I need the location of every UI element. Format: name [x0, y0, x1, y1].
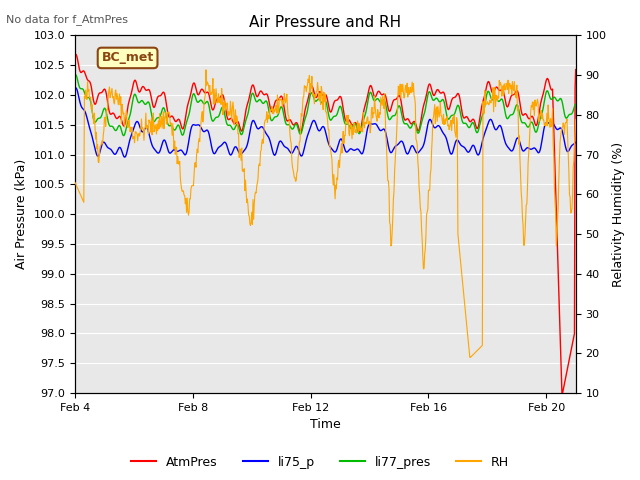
Title: Air Pressure and RH: Air Pressure and RH: [250, 15, 401, 30]
Y-axis label: Relativity Humidity (%): Relativity Humidity (%): [612, 142, 625, 287]
Y-axis label: Air Pressure (kPa): Air Pressure (kPa): [15, 159, 28, 269]
Text: No data for f_AtmPres: No data for f_AtmPres: [6, 14, 129, 25]
Text: BC_met: BC_met: [102, 51, 154, 64]
X-axis label: Time: Time: [310, 419, 340, 432]
Legend: AtmPres, li75_p, li77_pres, RH: AtmPres, li75_p, li77_pres, RH: [126, 451, 514, 474]
